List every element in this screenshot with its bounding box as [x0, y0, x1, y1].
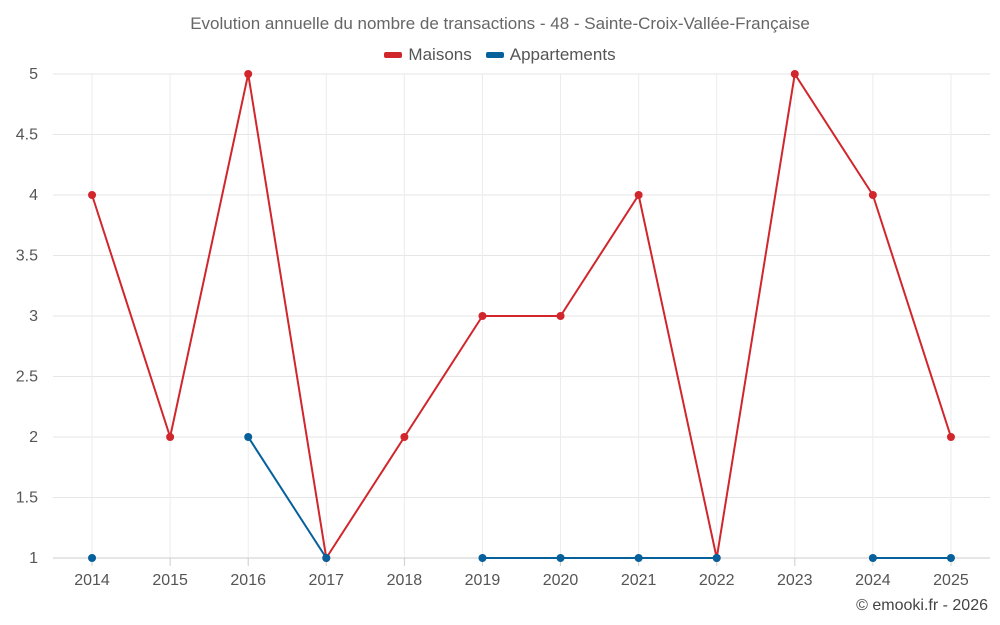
y-tick-label: 1.5: [16, 490, 38, 507]
x-tick-label: 2024: [855, 572, 891, 589]
data-point-appartements: [868, 554, 877, 562]
data-point-maisons: [790, 70, 799, 78]
x-tick-label: 2017: [308, 572, 344, 589]
legend-item-maisons[interactable]: Maisons: [384, 45, 472, 65]
x-tick-label: 2014: [74, 572, 110, 589]
x-tick-label: 2016: [230, 572, 266, 589]
y-tick-label: 3: [29, 308, 38, 325]
y-tick-label: 4: [29, 187, 38, 204]
legend-item-appartements[interactable]: Appartements: [485, 45, 616, 65]
data-point-maisons: [166, 433, 175, 441]
series-line-maisons: [91, 73, 952, 559]
y-tick-label: 1: [29, 550, 38, 567]
data-point-maisons: [634, 191, 643, 199]
data-point-maisons: [946, 433, 955, 441]
x-tick-label: 2019: [465, 572, 501, 589]
data-point-appartements: [634, 554, 643, 562]
data-point-maisons: [556, 312, 565, 320]
data-point-appartements: [712, 554, 721, 562]
data-point-maisons: [88, 191, 97, 199]
y-tick-label: 2: [29, 429, 38, 446]
copyright-footer: © emooki.fr - 2026: [856, 597, 988, 614]
data-point-appartements: [322, 554, 331, 562]
data-point-maisons: [478, 312, 487, 320]
data-point-appartements: [244, 433, 253, 441]
chart-title: Evolution annuelle du nombre de transact…: [190, 14, 810, 33]
x-tick-label: 2025: [933, 572, 969, 589]
data-point-maisons: [400, 433, 409, 441]
x-tick-label: 2015: [152, 572, 188, 589]
data-point-appartements: [946, 554, 955, 562]
legend-swatch-appartements: [485, 52, 504, 58]
y-tick-label: 4.5: [16, 127, 38, 144]
data-point-appartements: [556, 554, 565, 562]
data-point-appartements: [478, 554, 487, 562]
legend: Maisons Appartements: [0, 45, 1000, 65]
x-tick-label: 2021: [621, 572, 657, 589]
series-line-appartements: [247, 436, 328, 559]
legend-swatch-maisons: [384, 52, 403, 58]
legend-label-appartements: Appartements: [509, 45, 616, 64]
data-point-appartements: [88, 554, 97, 562]
data-point-maisons: [244, 70, 253, 78]
y-tick-label: 2.5: [16, 369, 38, 386]
x-tick-label: 2020: [543, 572, 579, 589]
x-tick-label: 2023: [777, 572, 813, 589]
legend-label-maisons: Maisons: [408, 45, 472, 64]
x-tick-label: 2022: [699, 572, 735, 589]
x-tick-label: 2018: [387, 572, 423, 589]
y-tick-label: 5: [29, 66, 38, 83]
data-point-maisons: [868, 191, 877, 199]
y-tick-label: 3.5: [16, 248, 38, 265]
